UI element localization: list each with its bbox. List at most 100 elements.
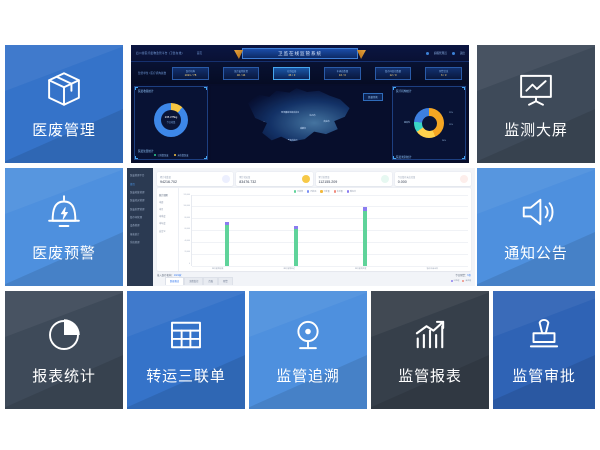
map-panel[interactable]: 甘孜藏族自治州 阿坝藏族羌族自治州 达州市 南充市 成都市 宜宾市 凉山彝族自治… <box>210 86 390 160</box>
admin-kpi-row: 累计收集量 94216.702 累计转运量 83476.732 累计处置量 <box>153 168 475 188</box>
kpi-value: 112155.209 <box>318 179 338 184</box>
y-tick: 100,000 <box>183 205 191 208</box>
bar-chart-arrow-icon <box>409 314 451 356</box>
collection-stats-panel: 医废收集统计 235.375kg 今日收集 医废处置统计 已收集医废 未收集医废 <box>134 86 208 160</box>
y-tick: 20,000 <box>184 251 191 254</box>
admin-screenshot[interactable]: 医废管理平台 首页 医废收集管理 医废转运管理 医废处置管理 暂存间管理 设备管… <box>127 168 475 286</box>
admin-kpi-card[interactable]: 累计收集量 94216.702 <box>157 172 234 186</box>
filter-item[interactable]: 本月 <box>159 208 164 211</box>
dashboard-logout-label[interactable]: 退出 <box>459 52 465 55</box>
kpi-value: 46 / 44 <box>236 73 246 78</box>
table-grid-icon <box>165 314 207 356</box>
dashboard-kpi-card[interactable]: 预警信息 6 / 3 <box>425 66 463 80</box>
tab-alert[interactable]: 预警 <box>218 276 233 285</box>
tab-ledger[interactable]: 台账 <box>203 276 219 285</box>
dashboard-kpi-card[interactable]: 车辆总数量 16 / 0 <box>324 66 361 80</box>
filter-item[interactable]: 本年度 <box>159 223 166 226</box>
kpi-value: 6 / 3 <box>440 73 447 78</box>
dashboard-kpi-card[interactable]: 暂存间监控数量 12 / 0 <box>374 66 412 80</box>
bar-column <box>261 195 330 266</box>
collection-donut-chart: 235.375kg 今日收集 <box>135 93 207 147</box>
dashboard-kpi-card[interactable]: 医疗废物处置 46 / 44 <box>222 66 260 80</box>
kpi-connector <box>313 72 322 74</box>
kpi-title: 预警信息 <box>439 70 449 73</box>
admin-kpi-card[interactable]: 累计处置量 112155.209 <box>315 172 392 186</box>
dashboard-screenshot[interactable]: 四川省医疗废物监管平台 (卫监在线) 首页 卫监在线监管系统 超级管理员 退出 … <box>131 45 469 163</box>
panel-title: 医疗机构统计 <box>396 90 412 93</box>
chart-plot: 120,000 100,000 80,000 60,000 40,000 20,… <box>182 194 468 267</box>
x-tick: 医疗废物收集 <box>212 267 224 270</box>
sidebar-item-disposal[interactable]: 医废处置管理 <box>130 207 145 211</box>
dashboard-kpi-card[interactable]: 医疗机构 1021 / 78 <box>172 66 209 80</box>
bell-alert-icon <box>43 191 85 233</box>
tile-label: 通知公告 <box>504 245 568 262</box>
tile-transfer-triplicate-form[interactable]: 转运三联单 <box>127 291 245 409</box>
bar-segment-done <box>224 225 229 266</box>
power-icon[interactable] <box>451 51 455 55</box>
legend-label: 已收集医废 <box>157 155 169 157</box>
admin-kpi-card[interactable]: 累计转运量 83476.732 <box>236 172 313 186</box>
sidebar-item-report[interactable]: 报表统计 <box>130 232 140 236</box>
tile-medical-waste-alert[interactable]: 医废预警 <box>5 168 123 286</box>
tile-notice-announcement[interactable]: 通知公告 <box>477 168 595 286</box>
legend-label: 暂存中 <box>349 191 356 193</box>
legend-label: 未处理 <box>465 280 471 283</box>
map-region-label: 成都市 <box>300 127 307 130</box>
dashboard-sub-label: 首页 <box>196 52 202 55</box>
province-map[interactable]: 甘孜藏族自治州 阿坝藏族羌族自治州 达州市 南充市 成都市 宜宾市 凉山彝族自治… <box>212 87 389 149</box>
sidebar-item-system[interactable]: 系统管理 <box>130 241 140 245</box>
sidebar-item-home[interactable]: 首页 <box>130 182 135 186</box>
footer-left-value: 1021家 <box>173 273 182 277</box>
tab-overview[interactable]: 数据概览 <box>165 276 185 285</box>
filter-item[interactable]: 本周 <box>159 201 164 204</box>
map-shape: 甘孜藏族自治州 阿坝藏族羌族自治州 达州市 南充市 成都市 宜宾市 凉山彝族自治… <box>248 88 350 142</box>
tile-label: 转运三联单 <box>146 368 226 385</box>
chart-body: 已收集 已转运 已处置 未处置 暂存中 120,000 100,000 80,0… <box>179 188 471 271</box>
sidebar-item-collection[interactable]: 医废收集管理 <box>130 190 145 194</box>
tile-monitoring-big-screen[interactable]: 监测大屏 <box>477 45 595 163</box>
kpi-connector <box>414 72 423 74</box>
sidebar-item-storage[interactable]: 暂存间管理 <box>130 216 142 220</box>
tab-process-monitor[interactable]: 流程监控 <box>184 276 204 285</box>
sidebar-item-device[interactable]: 设备管理 <box>130 224 140 228</box>
dashboard-kpi-lead: 监管单位 / 医疗机构总数 <box>138 72 167 75</box>
chart-icon <box>380 175 389 183</box>
kpi-connector <box>363 72 372 74</box>
camera-tracking-icon <box>287 314 329 356</box>
sidebar-item-transfer[interactable]: 医废转运管理 <box>130 199 145 203</box>
admin-footer: 接入医疗机构：1021家 今日预警：6条 数据概览 流程监控 台账 预警 已处理 <box>153 273 475 286</box>
dashboard-kpi-card[interactable]: 在线设备 46 / 3 <box>273 66 311 80</box>
kpi-title: 医疗废物处置 <box>234 70 248 73</box>
bar-segment-pending <box>224 222 229 226</box>
dashboard-header: 四川省医疗废物监管平台 (卫监在线) 首页 卫监在线监管系统 超级管理员 退出 <box>131 45 469 62</box>
tile-label: 监管审批 <box>512 368 576 385</box>
admin-kpi-card[interactable]: 今日暂存未出库量 0.000 <box>394 172 471 186</box>
sidebar-item-platform[interactable]: 医废管理平台 <box>130 174 145 178</box>
tile-supervision-approval[interactable]: 监管审批 <box>493 291 595 409</box>
panel-subtitle: 医废处置统计 <box>138 150 154 153</box>
tile-supervision-tracing[interactable]: 监管追溯 <box>249 291 367 409</box>
tile-label: 医废预警 <box>32 245 96 262</box>
admin-sidebar: 医废管理平台 首页 医废收集管理 医废转运管理 医废处置管理 暂存间管理 设备管… <box>127 168 153 286</box>
legend-label: 未处置 <box>336 191 343 193</box>
bar-segment-pending <box>293 226 298 229</box>
kpi-value: 83476.732 <box>239 179 257 184</box>
kpi-connector <box>211 72 220 74</box>
kpi-value: 0.000 <box>397 179 407 184</box>
category-donut-chart: 感染性 22% 11% 24% <box>393 93 465 153</box>
map-region-label: 宜宾市 <box>314 135 321 138</box>
tile-supervision-report[interactable]: 监管报表 <box>371 291 489 409</box>
filter-item[interactable]: 自定义 <box>159 230 166 233</box>
panel-subtitle: 医废类别统计 <box>396 156 412 159</box>
clock-icon <box>460 175 468 183</box>
dashboard-org-label: 四川省医疗废物监管平台 (卫监在线) <box>136 52 183 55</box>
bar <box>224 222 229 266</box>
tile-medical-waste-management[interactable]: 医废管理 <box>5 45 123 163</box>
y-tick: 40,000 <box>184 239 191 242</box>
dashboard-kpi-bar: 监管单位 / 医疗机构总数 医疗机构 1021 / 78 医疗废物处置 46 /… <box>131 62 469 84</box>
donut-center-value: 235.375kg <box>164 116 178 120</box>
chart-legend: 已收集 已转运 已处置 未处置 暂存中 <box>182 190 468 195</box>
filter-item[interactable]: 本季度 <box>159 216 166 219</box>
map-data-switch-button[interactable]: 数据切换 <box>363 93 383 102</box>
tile-report-statistics[interactable]: 报表统计 <box>5 291 123 409</box>
